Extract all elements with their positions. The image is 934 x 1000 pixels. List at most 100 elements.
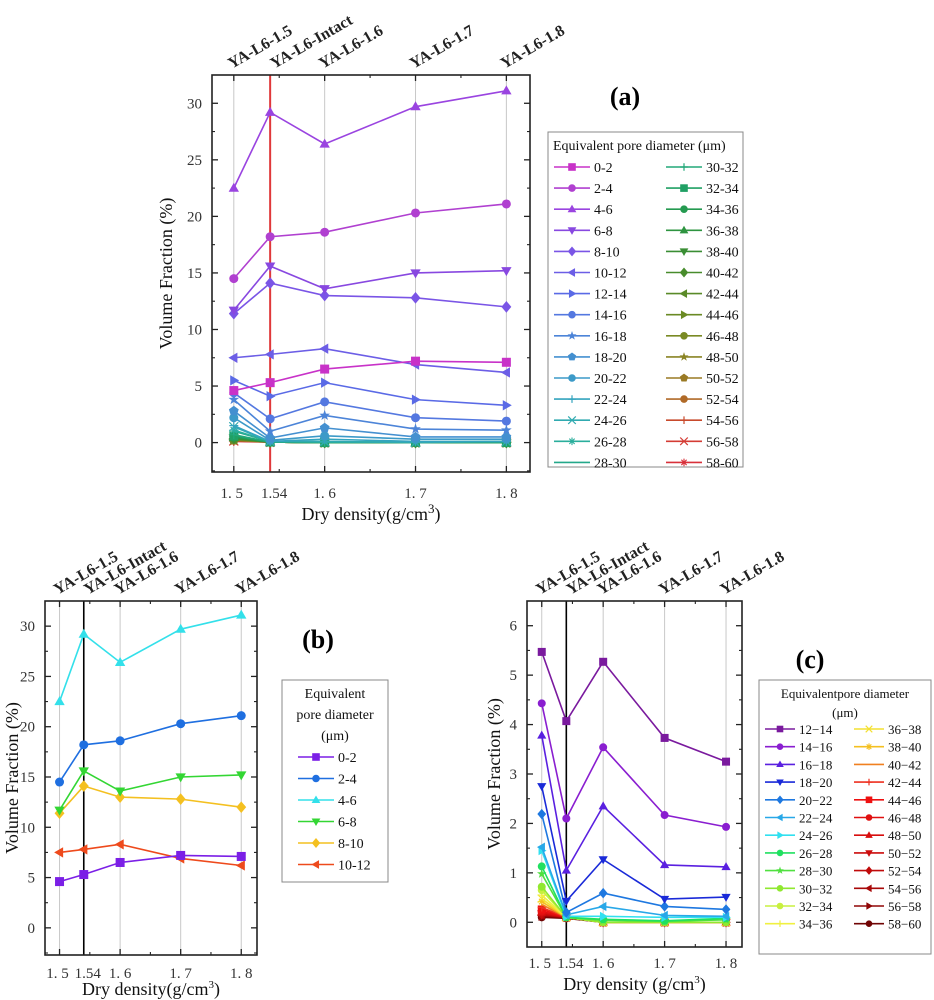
legend-marker xyxy=(311,795,321,804)
data-point-18−20 xyxy=(537,783,547,792)
legend-marker xyxy=(776,813,783,822)
data-point-12-14 xyxy=(321,377,331,388)
y-tick-label: 3 xyxy=(510,767,518,783)
data-point-0-2 xyxy=(55,877,65,887)
legend-title: (μm) xyxy=(832,705,858,720)
data-point-6-8 xyxy=(236,771,247,781)
top-sample-label: YA-L6-1.7 xyxy=(407,22,477,72)
data-point-8-10 xyxy=(410,291,421,304)
data-point-16−18 xyxy=(660,860,670,869)
data-point-14-16 xyxy=(265,414,275,424)
y-tick-label: 1 xyxy=(510,866,518,882)
y-tick-label: 10 xyxy=(20,820,35,836)
legend-label: 46−48 xyxy=(888,811,921,826)
data-point-4-6 xyxy=(78,628,89,638)
data-point-14−16 xyxy=(660,811,669,820)
series-line-12-14 xyxy=(233,379,507,407)
legend-label: 40-42 xyxy=(706,267,739,282)
y-tick-label: 30 xyxy=(20,619,35,635)
data-point-16-18 xyxy=(228,393,240,405)
data-point-16-18 xyxy=(264,425,276,436)
top-sample-label: YA-L6-1.8 xyxy=(233,548,303,598)
legend-marker xyxy=(567,268,576,277)
data-point-6-8 xyxy=(78,767,89,777)
data-point-2-4 xyxy=(236,711,246,721)
series-line-14-16 xyxy=(233,392,507,422)
data-point-0-2 xyxy=(79,870,89,880)
legend-marker xyxy=(776,885,784,892)
data-point-20-22 xyxy=(229,413,239,423)
legend-marker xyxy=(679,225,689,234)
data-point-14-16 xyxy=(501,416,511,426)
legend-marker xyxy=(680,163,688,171)
legend-marker xyxy=(865,884,872,893)
y-tick-label: 20 xyxy=(187,209,202,225)
legend-label: 20-22 xyxy=(594,372,627,387)
data-point-22−24 xyxy=(721,911,730,921)
legend-marker xyxy=(679,352,689,361)
legend-title: (μm) xyxy=(321,729,349,744)
series-line-12−14 xyxy=(540,651,727,763)
data-point-2-4 xyxy=(55,777,65,787)
data-point-22−24 xyxy=(659,910,668,920)
y-tick-label: 0 xyxy=(195,436,203,452)
legend-label: 36-38 xyxy=(706,224,739,239)
data-point-22−24 xyxy=(598,901,607,912)
data-point-4-6 xyxy=(319,138,330,148)
data-point-24−26 xyxy=(599,911,608,921)
y-tick-label: 15 xyxy=(20,770,35,786)
legend: Equivalent pore diameter (μm) 0-2 2-4 4-6 6-8 8… xyxy=(281,679,389,883)
data-point-10-12 xyxy=(500,367,510,378)
x-tick-label: 1. 8 xyxy=(715,956,738,972)
legend-marker xyxy=(679,373,689,382)
data-point-18-20 xyxy=(228,405,239,416)
data-point-18-20 xyxy=(319,422,330,433)
x-tick-label: 1.54 xyxy=(75,966,102,982)
legend-label: 6-8 xyxy=(338,816,357,831)
data-point-16-18 xyxy=(319,409,331,420)
data-point-6-8 xyxy=(54,806,65,816)
legend-marker xyxy=(776,849,784,857)
data-point-8-10 xyxy=(115,791,126,803)
legend-marker xyxy=(568,395,576,403)
legend-label: 50-52 xyxy=(706,372,739,387)
legend-label: 24−26 xyxy=(799,828,833,843)
data-point-10-12 xyxy=(228,352,238,363)
legend-label: 2-4 xyxy=(338,773,357,788)
legend-label: 10-12 xyxy=(338,859,371,874)
top-sample-label: YA-L6-1.7 xyxy=(656,548,726,598)
data-point-8-10 xyxy=(501,301,512,313)
legend-marker xyxy=(680,310,689,320)
x-axis-title: Dry density (g/cm3) xyxy=(563,974,705,995)
legend-marker xyxy=(680,416,688,424)
x-tick-label: 1. 6 xyxy=(109,966,132,982)
legend-marker xyxy=(777,831,784,839)
data-point-18-20 xyxy=(265,432,276,443)
legend-marker xyxy=(866,902,873,910)
legend-marker xyxy=(776,743,784,750)
legend-label: 14−16 xyxy=(799,740,833,755)
legend-label: 42−44 xyxy=(888,775,922,790)
series-line-4-6 xyxy=(58,614,242,702)
panel-label: (b) xyxy=(302,625,334,654)
data-point-0-2 xyxy=(501,357,511,367)
y-tick-label: 25 xyxy=(20,669,35,685)
legend-marker xyxy=(680,458,688,467)
data-point-2-4 xyxy=(411,208,421,218)
legend-label: 52-54 xyxy=(706,393,739,408)
y-tick-label: 20 xyxy=(20,720,35,736)
x-tick-label: 1. 5 xyxy=(221,486,244,502)
x-tick-label: 1. 7 xyxy=(404,486,427,502)
data-point-0-2 xyxy=(411,356,421,366)
y-tick-label: 10 xyxy=(187,322,202,338)
x-tick-label: 1. 7 xyxy=(653,956,676,972)
data-point-10-12 xyxy=(78,844,88,855)
x-tick-label: 1. 8 xyxy=(495,486,518,502)
data-point-4-6 xyxy=(410,101,421,111)
legend-marker xyxy=(679,437,689,446)
data-point-4-6 xyxy=(501,85,512,95)
data-point-20−22 xyxy=(537,808,547,820)
legend-title: Equivalent xyxy=(305,687,366,702)
